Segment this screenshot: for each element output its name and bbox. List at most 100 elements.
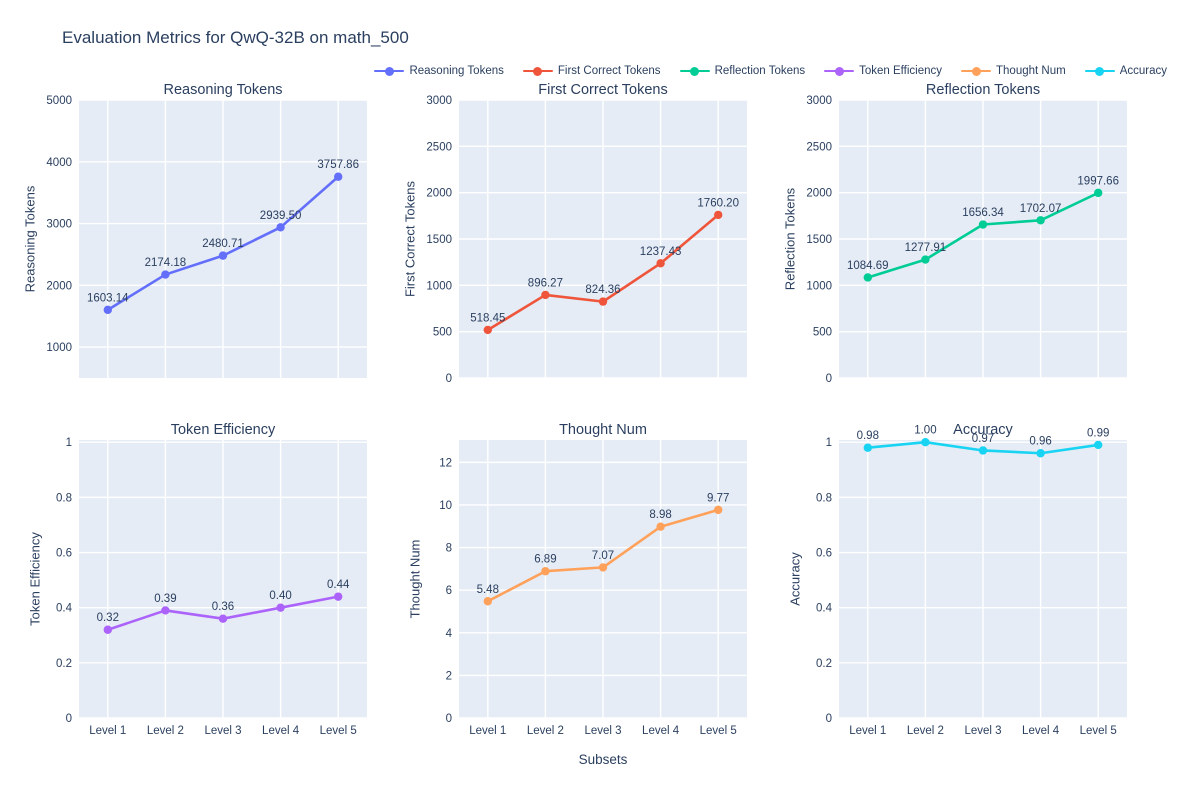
point-label: 3757.86 (317, 159, 359, 171)
svg-text:2000: 2000 (46, 280, 72, 292)
point-label: 1997.66 (1077, 175, 1119, 187)
svg-text:Level 1: Level 1 (469, 725, 506, 737)
svg-text:2000: 2000 (806, 188, 832, 200)
svg-text:0.6: 0.6 (816, 548, 832, 560)
svg-text:0.8: 0.8 (816, 492, 832, 504)
point-label: 9.77 (707, 492, 729, 504)
svg-text:0.4: 0.4 (56, 603, 73, 615)
line-marker-icon (679, 66, 710, 76)
svg-text:1000: 1000 (46, 342, 72, 354)
figure-title: Evaluation Metrics for QwQ-32B on math_5… (62, 28, 409, 47)
point-label: 0.96 (1029, 436, 1051, 448)
line-marker-icon (1084, 66, 1115, 76)
line-marker-icon (961, 66, 992, 76)
svg-text:10: 10 (439, 500, 452, 512)
svg-text:4000: 4000 (46, 157, 72, 169)
svg-text:Level 2: Level 2 (907, 725, 944, 737)
svg-text:4: 4 (446, 628, 453, 640)
svg-text:0: 0 (826, 713, 832, 725)
svg-text:2500: 2500 (806, 141, 832, 153)
legend-item-thought-num[interactable]: Thought Num (961, 65, 1066, 77)
svg-text:Level 3: Level 3 (964, 725, 1001, 737)
svg-text:1500: 1500 (426, 234, 452, 246)
svg-text:0: 0 (446, 373, 452, 385)
svg-text:Level 2: Level 2 (527, 725, 564, 737)
svg-text:Level 5: Level 5 (320, 725, 357, 737)
line-marker-icon (522, 66, 553, 76)
point-label: 1277.91 (905, 242, 947, 254)
point-label: 1702.07 (1020, 203, 1062, 215)
svg-text:8: 8 (446, 543, 452, 555)
svg-text:500: 500 (433, 327, 452, 339)
svg-text:Level 1: Level 1 (849, 725, 886, 737)
point-label: 0.40 (269, 590, 291, 602)
point-label: 1603.14 (87, 292, 129, 304)
point-label: 2480.71 (202, 238, 244, 250)
point-label: 7.07 (592, 550, 614, 562)
subplot-title-first-correct-tokens: First Correct Tokens (538, 82, 668, 98)
point-label: 1656.34 (962, 207, 1004, 219)
legend-label: First Correct Tokens (557, 65, 661, 77)
svg-text:1: 1 (826, 437, 832, 449)
svg-text:Level 2: Level 2 (147, 725, 184, 737)
svg-text:6: 6 (446, 585, 452, 597)
point-label: 0.39 (154, 593, 176, 605)
svg-text:Level 4: Level 4 (1022, 725, 1060, 737)
svg-text:3000: 3000 (46, 219, 72, 231)
point-label: 518.45 (470, 312, 505, 324)
line-marker-icon (824, 66, 855, 76)
svg-text:2500: 2500 (426, 141, 452, 153)
point-label: 0.99 (1087, 427, 1109, 439)
svg-text:1: 1 (66, 437, 72, 449)
svg-text:Level 3: Level 3 (204, 725, 241, 737)
svg-text:Level 1: Level 1 (89, 725, 126, 737)
svg-text:1500: 1500 (806, 234, 832, 246)
point-label: 0.36 (212, 601, 234, 613)
svg-text:3000: 3000 (426, 95, 452, 107)
point-label: 1760.20 (697, 197, 739, 209)
legend-label: Token Efficiency (859, 65, 943, 77)
plot-thought-num[interactable]: 0 2 4 6 8 10 12 Level 1 Level 2 Level 3 Level 4 Lev… (389, 418, 761, 748)
svg-text:3000: 3000 (806, 95, 832, 107)
point-label: 1084.69 (847, 260, 889, 272)
legend-item-token-efficiency[interactable]: Token Efficiency (824, 65, 942, 77)
plot-reasoning-tokens[interactable]: 1000 2000 3000 4000 5000 1603.14 2174.18 2480.7… (9, 78, 381, 408)
svg-text:1000: 1000 (426, 280, 452, 292)
legend-item-first-correct-tokens[interactable]: First Correct Tokens (522, 65, 661, 77)
x-axis-title: Subsets (578, 752, 628, 767)
subplot-title-thought-num: Thought Num (559, 422, 647, 438)
point-label: 1237.43 (640, 246, 682, 258)
plot-first-correct-tokens[interactable]: 0 500 1000 1500 2000 2500 3000 518.45 896.27 824.… (389, 78, 761, 408)
legend-label: Reflection Tokens (714, 65, 806, 77)
subplot-title-reflection-tokens: Reflection Tokens (925, 82, 1041, 98)
point-label: 0.98 (857, 430, 879, 442)
legend-item-accuracy[interactable]: Accuracy (1084, 65, 1167, 77)
point-label: 5.48 (477, 584, 499, 596)
legend-item-reflection-tokens[interactable]: Reflection Tokens (679, 65, 806, 77)
svg-text:0.4: 0.4 (816, 603, 833, 615)
svg-text:Level 4: Level 4 (262, 725, 300, 737)
svg-text:1000: 1000 (806, 280, 832, 292)
subplot-title-reasoning-tokens: Reasoning Tokens (163, 82, 283, 98)
legend-item-reasoning-tokens[interactable]: Reasoning Tokens (374, 65, 504, 77)
svg-text:0.2: 0.2 (816, 658, 832, 670)
svg-text:0: 0 (66, 713, 72, 725)
plot-reflection-tokens[interactable]: 0 500 1000 1500 2000 2500 3000 1084.69 1277.91 16… (769, 78, 1141, 408)
legend: Reasoning Tokens First Correct Tokens Re… (374, 65, 1167, 77)
point-label: 0.32 (97, 612, 119, 624)
svg-text:Level 5: Level 5 (700, 725, 737, 737)
plot-token-efficiency[interactable]: 0 0.2 0.4 0.6 0.8 1 Level 1 Level 2 Level 3 Level… (9, 418, 381, 748)
svg-text:2: 2 (446, 670, 452, 682)
svg-text:0: 0 (826, 373, 832, 385)
svg-text:2000: 2000 (426, 188, 452, 200)
legend-label: Reasoning Tokens (409, 65, 504, 77)
plot-accuracy[interactable]: 0 0.2 0.4 0.6 0.8 1 Level 1 Level 2 Level 3 Level… (769, 418, 1141, 748)
svg-text:0.8: 0.8 (56, 492, 72, 504)
svg-text:0.2: 0.2 (56, 658, 72, 670)
svg-text:0: 0 (446, 713, 452, 725)
legend-label: Thought Num (996, 65, 1066, 77)
point-label: 6.89 (534, 554, 556, 566)
subplot-title-token-efficiency: Token Efficiency (170, 422, 276, 438)
svg-text:Level 5: Level 5 (1080, 725, 1117, 737)
point-label: 896.27 (528, 277, 563, 289)
